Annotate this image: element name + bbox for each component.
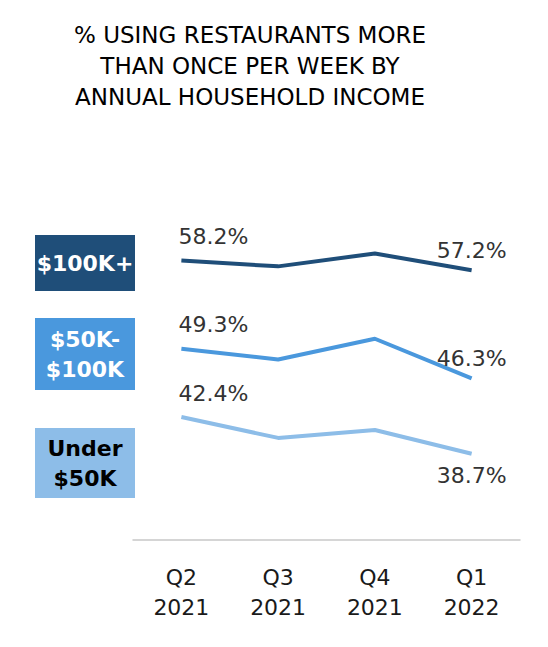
svg-text:Q3: Q3 [262, 565, 293, 590]
svg-text:$100K+: $100K+ [37, 251, 134, 276]
svg-text:$100K: $100K [46, 357, 125, 382]
svg-text:49.3%: 49.3% [178, 312, 248, 337]
svg-text:58.2%: 58.2% [178, 224, 248, 249]
svg-text:2021: 2021 [153, 595, 209, 620]
svg-text:$50K: $50K [54, 466, 118, 491]
svg-text:42.4%: 42.4% [178, 381, 248, 406]
svg-text:% USING RESTAURANTS MORE: % USING RESTAURANTS MORE [74, 22, 426, 48]
svg-text:Q4: Q4 [359, 565, 390, 590]
svg-text:2021: 2021 [347, 595, 403, 620]
svg-text:$50K-: $50K- [50, 327, 120, 352]
svg-text:38.7%: 38.7% [437, 463, 507, 488]
svg-text:57.2%: 57.2% [437, 238, 507, 263]
svg-text:Q1: Q1 [456, 565, 487, 590]
svg-text:2022: 2022 [444, 595, 500, 620]
svg-text:Under: Under [47, 436, 122, 461]
svg-text:2021: 2021 [250, 595, 306, 620]
svg-text:ANNUAL HOUSEHOLD INCOME: ANNUAL HOUSEHOLD INCOME [75, 84, 425, 110]
svg-text:Q2: Q2 [166, 565, 197, 590]
svg-text:46.3%: 46.3% [437, 346, 507, 371]
svg-text:THAN ONCE PER WEEK BY: THAN ONCE PER WEEK BY [99, 53, 400, 79]
